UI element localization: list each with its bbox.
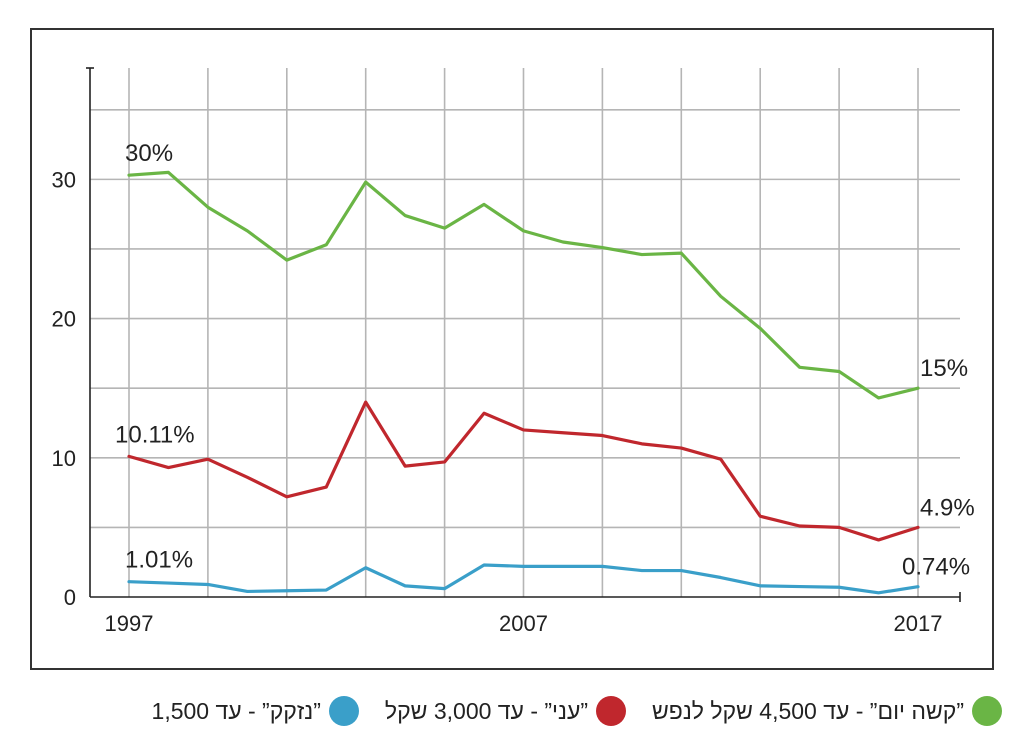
legend-label-needy: ”נזקק” - עד 1,500	[151, 697, 321, 724]
start-value-label: 10.11%	[115, 421, 195, 448]
x-tick-label: 2007	[499, 611, 548, 636]
legend-item-hard-day: ”קשה יום” - עד 4,500 שקל לנפש	[652, 696, 1002, 726]
series-line-hard-day	[127, 170, 920, 400]
legend-label-hard-day: ”קשה יום” - עד 4,500 שקל לנפש	[652, 697, 964, 724]
series-line-poor	[127, 400, 920, 542]
legend-dot-blue	[328, 696, 359, 726]
start-value-label: 1.01%	[125, 547, 193, 574]
chart-frame	[30, 28, 994, 670]
legend-dot-red	[596, 696, 626, 726]
legend-dot-green	[972, 696, 1002, 726]
end-value-label: 0.74%	[902, 554, 970, 581]
y-tick-label: 10	[52, 446, 76, 471]
y-tick-label: 20	[52, 307, 76, 332]
legend-item-poor: ”עני” - עד 3,000 שקל	[385, 696, 626, 726]
series-line-needy	[127, 563, 920, 595]
legend: ”קשה יום” - עד 4,500 שקל לנפש ”עני” - עד…	[0, 686, 1024, 736]
start-value-label: 30%	[125, 140, 173, 167]
legend-label-poor: ”עני” - עד 3,000 שקל	[384, 697, 588, 724]
label-layer: 30% 15% 10.11% 4.9% 1.01% 0.74%	[115, 140, 975, 581]
end-value-label: 4.9%	[920, 494, 975, 521]
series-layer	[127, 170, 920, 595]
axis-layer: 0 10 20 30 1997 2007 2017	[52, 67, 961, 636]
end-value-label: 15%	[920, 355, 968, 382]
y-tick-label: 30	[52, 167, 76, 192]
legend-item-needy: ”נזקק” - עד 1,500	[152, 696, 359, 726]
x-tick-label: 1997	[105, 611, 154, 636]
grid-layer	[90, 68, 960, 597]
x-tick-label: 2017	[894, 611, 943, 636]
y-tick-label: 0	[64, 585, 76, 610]
